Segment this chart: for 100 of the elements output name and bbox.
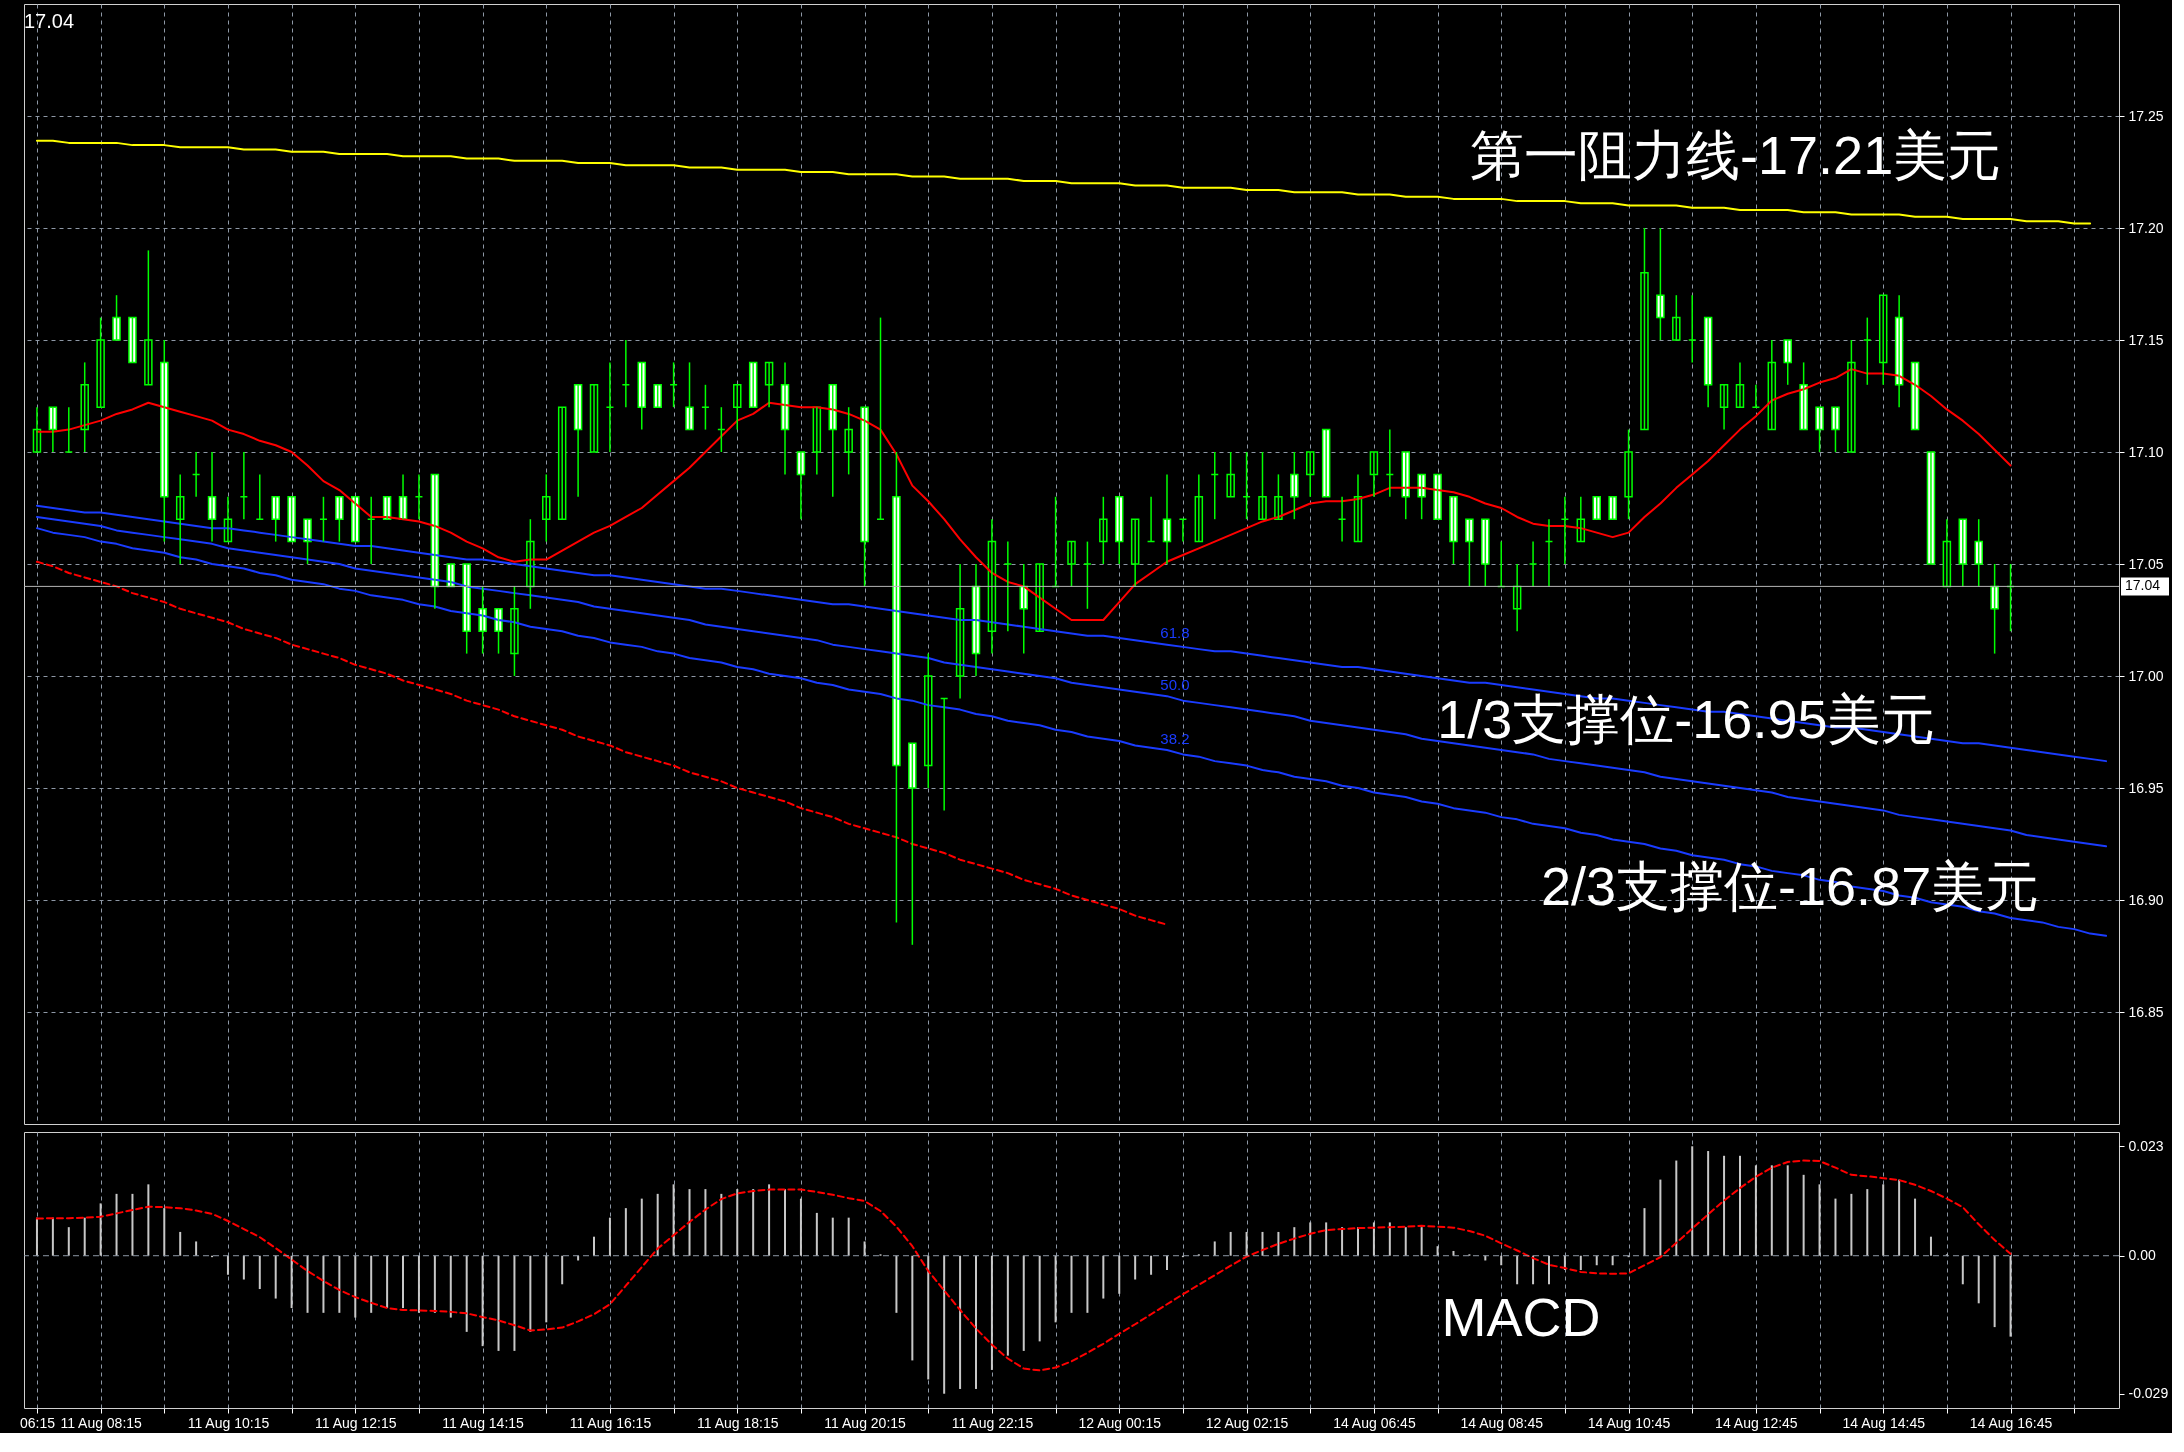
candlestick <box>892 451 901 924</box>
bar <box>1277 1231 1280 1256</box>
bar <box>799 1198 802 1256</box>
x-tick-label: 11 Aug 22:15 <box>951 1414 1034 1431</box>
bar <box>990 1255 993 1370</box>
bar <box>1611 1255 1614 1266</box>
bar <box>736 1189 739 1256</box>
bar <box>1786 1165 1789 1256</box>
bar <box>449 1255 452 1318</box>
candlestick <box>653 384 662 408</box>
bar <box>752 1189 755 1256</box>
bar <box>1388 1222 1391 1256</box>
bar <box>131 1193 134 1256</box>
bar <box>1977 1255 1980 1304</box>
y-tick-label: 17.00 <box>2128 667 2164 684</box>
bar <box>1372 1222 1375 1256</box>
bar <box>768 1184 771 1256</box>
bar <box>831 1217 834 1256</box>
x-tick-label: 11 Aug 10:15 <box>187 1414 270 1431</box>
series-label: 38.2 <box>1160 730 1190 748</box>
bar <box>1325 1222 1328 1256</box>
candlestick <box>1799 361 1808 431</box>
bar <box>83 1217 86 1256</box>
candlestick <box>1783 339 1792 386</box>
annotation: 17.04 <box>24 9 75 32</box>
bar <box>1038 1255 1041 1342</box>
candlestick <box>1401 451 1410 520</box>
bar <box>784 1189 787 1256</box>
candlestick <box>1640 227 1649 431</box>
candlestick <box>1990 563 1999 655</box>
bar <box>1929 1236 1932 1256</box>
candlestick <box>1592 496 1601 520</box>
bar <box>226 1255 229 1275</box>
candlestick <box>1258 451 1267 520</box>
candlestick <box>1035 563 1044 632</box>
ref-line-label: 17.04 <box>2125 577 2161 594</box>
bar <box>704 1189 707 1256</box>
x-tick-label: 14 Aug 10:45 <box>1587 1414 1671 1431</box>
candlestick <box>128 316 137 364</box>
x-tick-label: 12 Aug 02:15 <box>1205 1414 1289 1431</box>
bar <box>545 1255 548 1323</box>
x-tick-label: 11 Aug 18:15 <box>697 1414 779 1431</box>
candlestick <box>557 406 567 520</box>
candlestick <box>1831 406 1840 453</box>
y-tick-label: 17.10 <box>2128 443 2164 460</box>
x-tick-label: 14 Aug 08:45 <box>1460 1414 1544 1431</box>
candlestick <box>1433 473 1442 520</box>
bar <box>402 1255 405 1309</box>
bar <box>1516 1255 1519 1285</box>
line-series <box>35 527 2108 937</box>
bar <box>1961 1255 1964 1285</box>
bar <box>1006 1255 1009 1356</box>
bar <box>1914 1198 1917 1256</box>
bar <box>242 1255 245 1280</box>
candlestick <box>1608 496 1617 520</box>
x-tick-label: 06:15 <box>19 1414 56 1431</box>
candlestick <box>542 473 551 543</box>
x-tick-label: 14 Aug 06:45 <box>1333 1414 1416 1431</box>
candlestick <box>844 406 853 476</box>
bar <box>593 1236 596 1256</box>
bar <box>959 1255 962 1389</box>
bar <box>1054 1255 1057 1323</box>
x-tick-label: 11 Aug 12:15 <box>315 1414 397 1431</box>
bar <box>1022 1255 1025 1351</box>
bar <box>497 1255 500 1351</box>
candlestick <box>1815 406 1824 453</box>
bar <box>99 1203 102 1256</box>
x-tick-label: 12 Aug 00:15 <box>1078 1414 1162 1431</box>
annotation: MACD <box>1441 1286 1601 1347</box>
bar <box>1245 1231 1248 1256</box>
series-label: 50.0 <box>1160 676 1190 694</box>
bar <box>51 1217 54 1256</box>
candlestick <box>908 742 917 946</box>
candlestick <box>80 361 89 453</box>
bar <box>258 1255 261 1290</box>
bar <box>1086 1255 1089 1313</box>
candlestick <box>1910 361 1920 431</box>
bar <box>1436 1246 1439 1256</box>
candlestick <box>1926 451 1936 565</box>
bar <box>1166 1255 1168 1270</box>
bar <box>195 1241 198 1256</box>
candlestick <box>335 496 344 543</box>
bar <box>1341 1227 1344 1256</box>
bar <box>1882 1184 1885 1256</box>
bar <box>1547 1255 1550 1285</box>
bar <box>1802 1174 1805 1256</box>
candlestick <box>589 384 599 453</box>
candlestick <box>287 496 296 543</box>
bar <box>322 1255 325 1313</box>
candlestick <box>685 361 694 431</box>
bar <box>290 1255 293 1309</box>
bar <box>1118 1255 1121 1294</box>
bar <box>1229 1231 1232 1256</box>
bar <box>656 1193 659 1256</box>
candlestick <box>1847 339 1856 453</box>
series-label: 61.8 <box>1160 623 1190 641</box>
bar <box>1102 1255 1105 1299</box>
bar <box>1500 1255 1503 1266</box>
candlestick <box>351 496 360 543</box>
x-tick-label: 11 Aug 08:15 <box>60 1414 143 1431</box>
